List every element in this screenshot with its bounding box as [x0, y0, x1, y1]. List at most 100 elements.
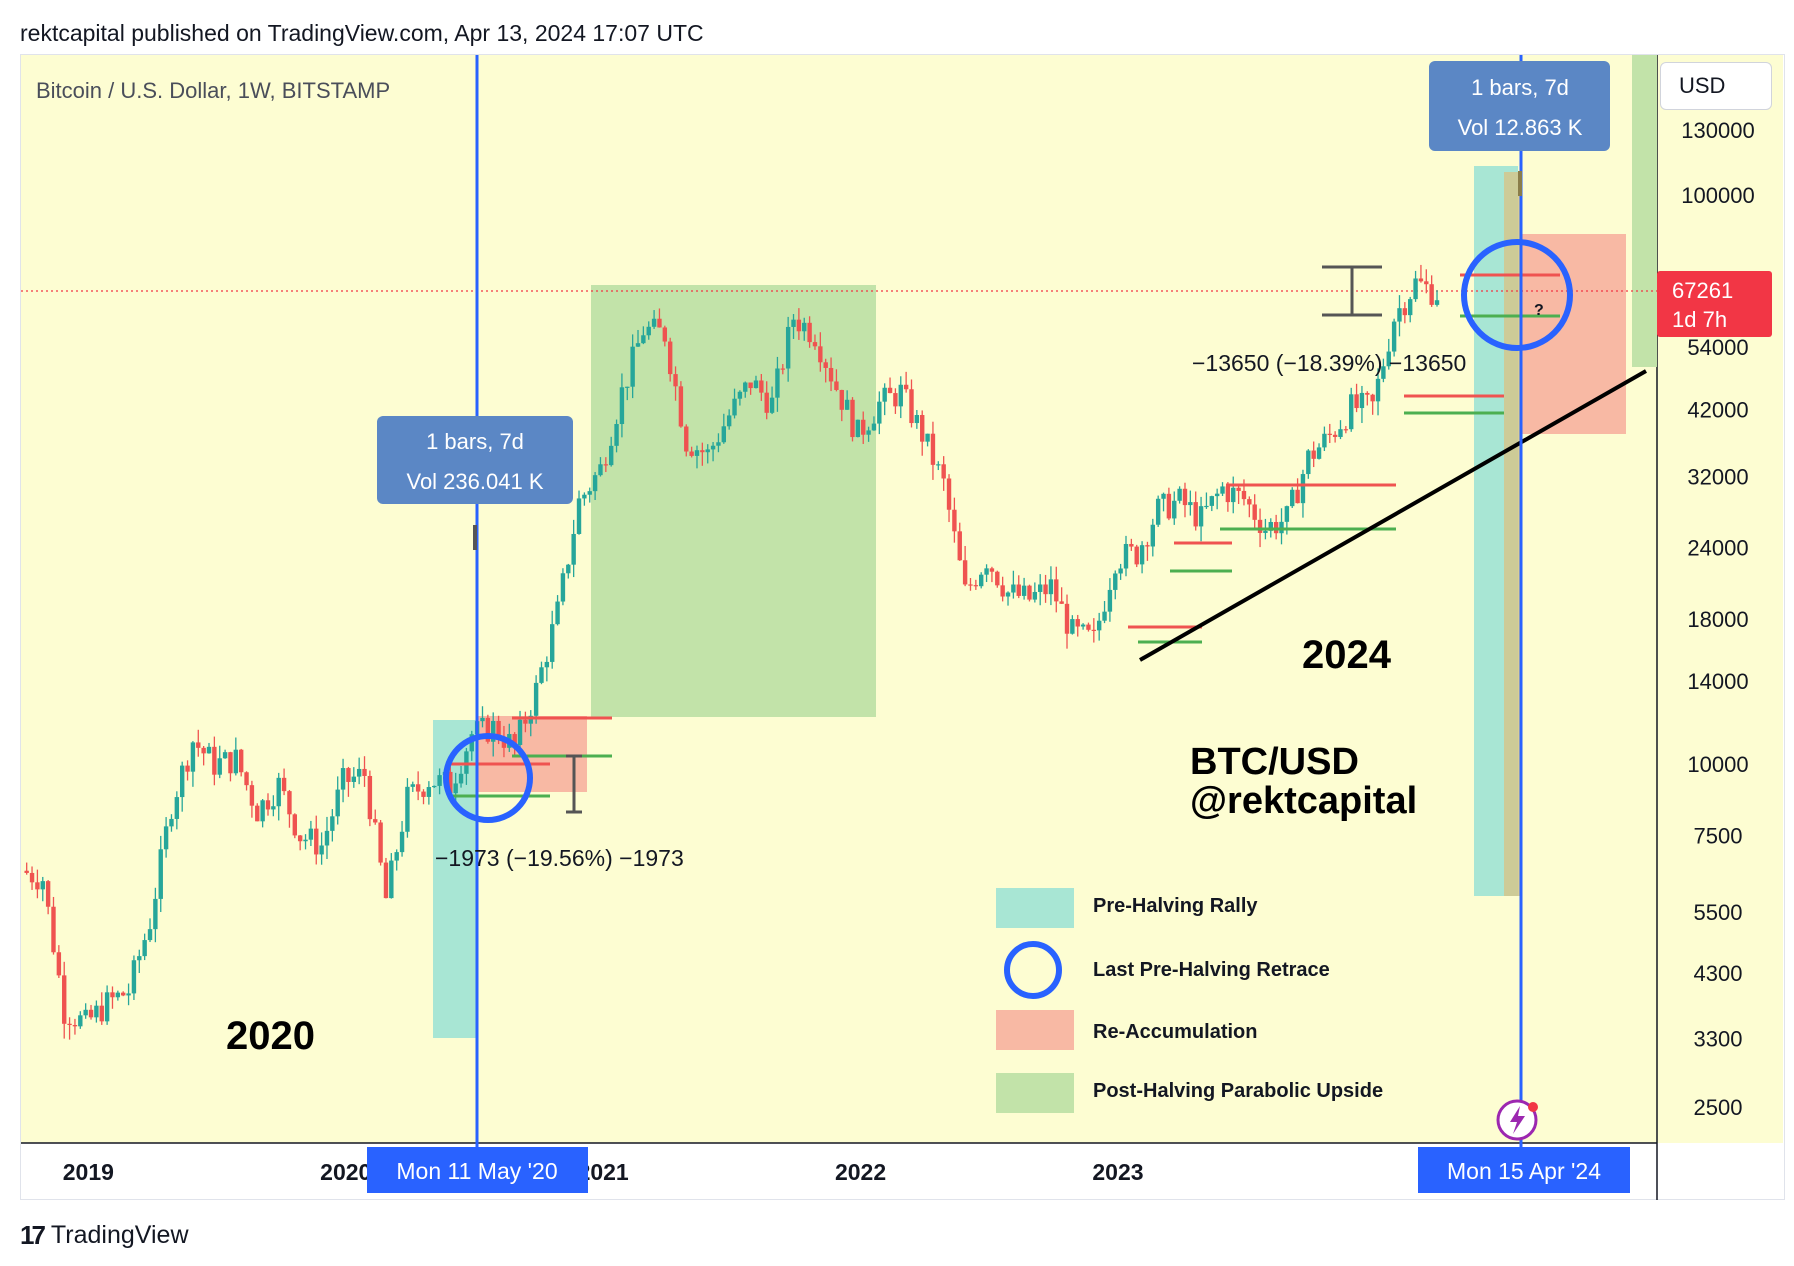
- candle-body: [1295, 489, 1300, 504]
- candle-body: [646, 326, 651, 336]
- candle-body: [678, 386, 684, 427]
- candle-body: [818, 346, 823, 363]
- candle-body: [544, 661, 550, 668]
- candle-body: [458, 773, 464, 784]
- candle-body: [1064, 603, 1070, 634]
- candle-body: [861, 419, 866, 435]
- candle-body: [56, 952, 62, 976]
- candle-body: [812, 342, 818, 347]
- candle-body: [1300, 474, 1306, 504]
- candle-body: [249, 785, 255, 806]
- candle-body: [651, 318, 657, 327]
- last-price-value: 67261: [1672, 278, 1733, 303]
- candle-body: [705, 449, 710, 453]
- candle-body: [45, 881, 51, 907]
- candle-body: [512, 734, 517, 745]
- legend-swatch-reaccum: [996, 1010, 1074, 1050]
- candle-body: [1231, 487, 1236, 503]
- candle-body: [855, 419, 861, 438]
- candle-body: [625, 386, 630, 388]
- currency-selector[interactable]: USD: [1660, 62, 1772, 110]
- candle-body: [62, 975, 67, 1024]
- candle-body: [1086, 624, 1091, 630]
- candle-body: [598, 464, 603, 476]
- candle-body: [689, 451, 694, 456]
- candle-body: [1247, 499, 1252, 505]
- tradingview-mark-icon: 17: [20, 1220, 46, 1250]
- candle-body: [287, 791, 292, 815]
- candle-body: [373, 819, 378, 823]
- tradingview-logo[interactable]: 17 TradingView: [20, 1220, 189, 1251]
- measure-2024: [1322, 265, 1382, 317]
- candle-body: [104, 992, 110, 1022]
- candle-body: [121, 992, 126, 996]
- y-tick-label: 54000: [1687, 335, 1748, 360]
- candle-body: [936, 464, 941, 466]
- candle-body: [292, 814, 298, 836]
- candle-body: [351, 776, 356, 782]
- candle-body: [1397, 308, 1402, 322]
- candle-body: [721, 426, 727, 443]
- candle-body: [1000, 585, 1005, 597]
- candle-body: [158, 849, 163, 899]
- candle-body: [110, 992, 115, 998]
- candle-body: [51, 906, 56, 953]
- candle-body: [1386, 351, 1391, 367]
- candle-body: [1241, 490, 1247, 500]
- candle-body: [517, 719, 523, 745]
- info-vol-2020: Vol 236.041 K: [406, 469, 543, 494]
- halving-date-label-2024: Mon 15 Apr '24: [1447, 1158, 1601, 1184]
- candle-body: [1284, 506, 1290, 522]
- candle-body: [40, 881, 45, 890]
- y-tick-label: 3300: [1694, 1026, 1743, 1051]
- candle-body: [265, 800, 271, 810]
- candle-body: [700, 450, 705, 453]
- candle-body: [962, 560, 968, 585]
- candle-body: [24, 870, 29, 873]
- candle-body: [984, 568, 989, 575]
- candle-body: [1381, 366, 1386, 379]
- candle-body: [635, 343, 641, 347]
- legend-label-retrace: Last Pre-Halving Retrace: [1093, 959, 1330, 981]
- candle-body: [844, 399, 850, 410]
- candle-body: [131, 960, 137, 994]
- retrace-circle-2020: [443, 733, 533, 823]
- candle-body: [1037, 584, 1043, 592]
- year-label-2020: 2020: [226, 1014, 315, 1058]
- candle-body: [1311, 450, 1316, 459]
- candle-body: [67, 1023, 72, 1026]
- candle-body: [496, 720, 501, 740]
- candle-body: [421, 791, 426, 797]
- candle-body: [930, 433, 936, 465]
- y-tick-label: 5500: [1694, 900, 1743, 925]
- candle-body: [946, 478, 952, 510]
- candle-body: [920, 415, 925, 442]
- candle-body: [1118, 568, 1123, 574]
- candle-body: [308, 828, 314, 840]
- candle-body: [362, 768, 367, 776]
- candle-body: [1338, 429, 1343, 437]
- candle-body: [828, 367, 834, 382]
- candle-body: [550, 624, 555, 662]
- candle-body: [877, 401, 882, 424]
- candle-body: [726, 415, 732, 427]
- candle-body: [297, 835, 303, 842]
- candle-body: [1408, 299, 1413, 316]
- candle-body: [780, 368, 785, 370]
- candle-body: [491, 720, 496, 742]
- candle-body: [485, 717, 491, 742]
- candle-body: [501, 739, 507, 748]
- candle-body: [217, 758, 222, 775]
- last-price-tag: 67261 1d 7h: [1657, 271, 1772, 337]
- candle-body: [871, 423, 877, 431]
- candle-body: [732, 398, 737, 416]
- last-price-countdown: 1d 7h: [1672, 307, 1727, 332]
- y-tick-label: 18000: [1687, 607, 1748, 632]
- candle-body: [582, 494, 587, 499]
- candle-body: [1139, 545, 1145, 565]
- info-bars-2024: 1 bars, 7d: [1471, 75, 1569, 100]
- measure-2020: [566, 754, 582, 814]
- candle-body: [222, 752, 228, 759]
- candle-body: [212, 746, 217, 775]
